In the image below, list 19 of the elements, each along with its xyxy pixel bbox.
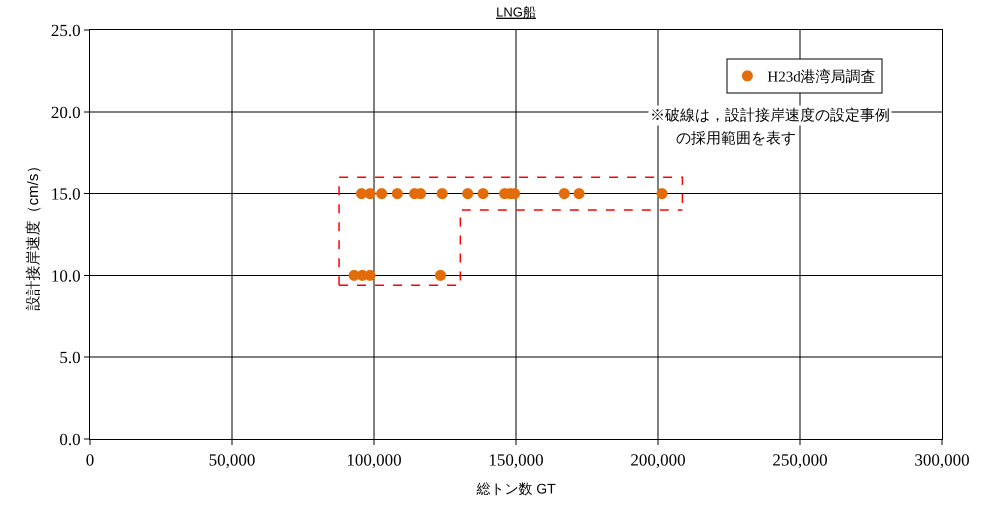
y-tick-label: 10.0 xyxy=(50,266,81,286)
y-tick-label: 20.0 xyxy=(50,102,81,122)
x-tick-label: 0 xyxy=(86,450,94,470)
chart-title: LNG船 xyxy=(496,4,536,20)
x-tick-label: 100,000 xyxy=(346,450,402,470)
y-tick-label: 15.0 xyxy=(50,184,81,204)
x-tick-label: 50,000 xyxy=(208,450,256,470)
x-tick-label: 250,000 xyxy=(772,450,828,470)
x-axis-title: 総トン数 GT xyxy=(475,480,556,497)
annotation: ※破線は，設計接岸速度の設定事例 xyxy=(650,107,890,124)
legend-label: H23d港湾局調査 xyxy=(767,68,876,86)
annotation: の採用範囲を表す xyxy=(676,130,796,147)
x-tick-label: 150,000 xyxy=(488,450,544,470)
y-tick-label: 0.0 xyxy=(59,430,81,449)
x-tick-label: 300,000 xyxy=(914,450,970,470)
y-tick-label: 25.0 xyxy=(50,20,81,40)
y-axis-title: 設計接岸速度（cm/s） xyxy=(25,158,42,310)
y-tick-label: 5.0 xyxy=(59,348,81,368)
x-tick-label: 200,000 xyxy=(630,450,686,470)
